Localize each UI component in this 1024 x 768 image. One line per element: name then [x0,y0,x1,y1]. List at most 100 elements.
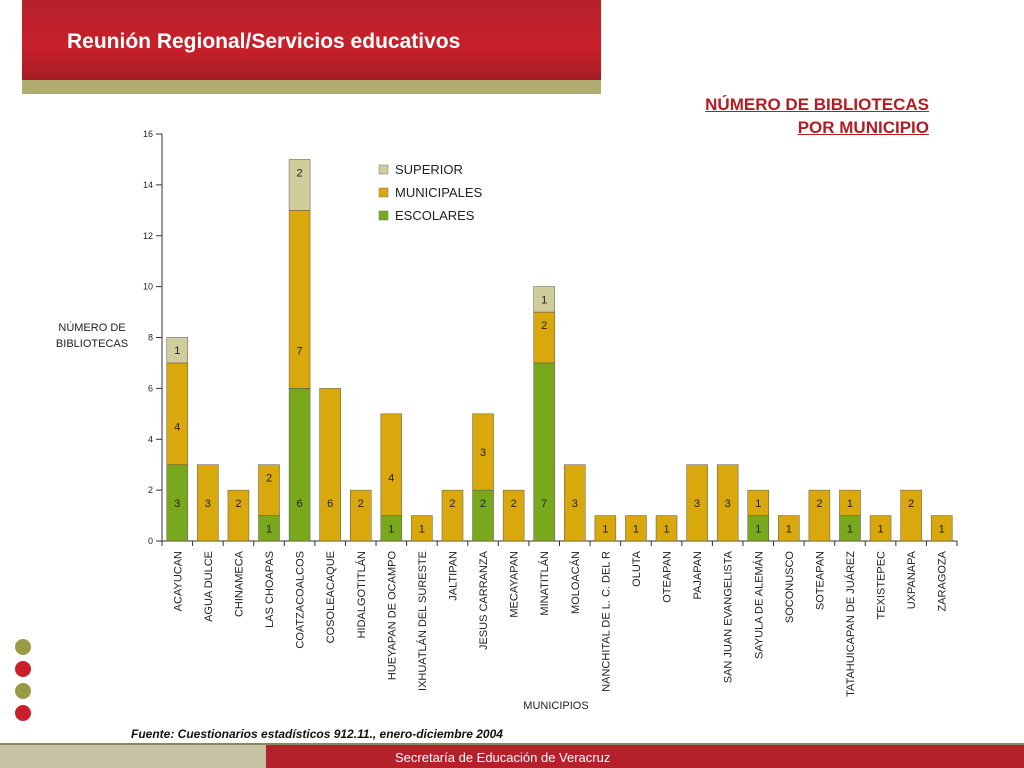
header-stripe [22,80,601,94]
data-label: 1 [419,523,425,535]
bar-segment [288,159,311,211]
legend-label: MUNICIPALES [395,185,482,200]
data-label: 2 [480,498,486,510]
category-label: SAYULA DE ALEMÁN [752,551,765,659]
decor-dot [15,639,31,655]
data-label: 1 [939,523,945,535]
category-label: SAN JUAN EVANGELISTA [723,550,735,683]
category-label: OTEAPAN [662,551,674,603]
y-tick-label: 12 [143,231,153,241]
data-label: 3 [205,498,211,510]
bar-segment [227,489,250,542]
legend-swatch [378,210,389,221]
category-label: JALTIPAN [447,551,459,601]
category-label: COSOLEACAQUE [325,551,337,643]
data-label: 4 [174,422,180,434]
data-label: 2 [511,498,517,510]
data-label: 1 [755,498,761,510]
bar-segment [533,362,555,542]
decor-dot [15,705,31,721]
legend-swatch [378,164,389,175]
bar-segment [900,489,922,542]
data-label: 2 [449,498,455,510]
chart-heading: NÚMERO DE BIBLIOTECAS POR MUNICIPIO [705,93,929,139]
bar-segment [288,388,311,542]
y-axis-title: NÚMERO DE [58,321,125,334]
bar-segment [869,515,892,542]
data-label: 3 [174,498,180,510]
category-label: AGUA DULCE [203,551,215,622]
decor-dot [15,683,31,699]
data-label: 1 [633,523,639,535]
bar-segment [502,489,525,542]
legend-label: SUPERIOR [395,162,463,177]
category-label: SOCONUSCO [784,551,796,624]
category-label: LAS CHOAPAS [264,551,276,628]
y-tick-label: 4 [148,434,153,444]
category-label: MECAYAPAN [509,551,521,618]
decor-dot [15,661,31,677]
bar-segment [533,286,555,313]
category-label: SOTEAPAN [814,551,826,610]
data-label: 2 [908,498,914,510]
slide-title: Reunión Regional/Servicios educativos [67,30,461,53]
data-label: 1 [266,523,272,535]
data-label: 1 [847,523,853,535]
bar-segment [564,464,586,542]
bar-segment [350,489,372,542]
data-label: 2 [541,320,547,332]
bar-segment [441,489,464,542]
data-label: 1 [602,523,608,535]
category-label: PAJAPAN [692,551,704,600]
bar-segment [716,464,739,542]
y-tick-label: 14 [143,180,153,190]
bar-segment [625,515,647,542]
bar-segment [166,362,189,465]
data-label: 2 [266,473,272,485]
bar-segment [166,337,189,364]
category-label: HUEYAPAN DE OCAMPO [386,551,398,681]
bar-segment [839,489,861,516]
legend-label: ESCOLARES [395,208,475,223]
data-label: 1 [786,523,792,535]
data-label: 3 [480,447,486,459]
category-label: TATAHUICAPAN DE JUÁREZ [844,551,857,697]
bar-segment [288,210,311,389]
bar-segment [258,464,280,516]
footer-text: Secretaría de Educación de Veracruz [395,750,611,765]
bar-segment [411,515,433,542]
footer-rule [0,743,1024,745]
category-label: NANCHITAL DE L. C. DEL R [600,551,612,692]
x-axis-title: MUNICIPIOS [523,700,588,712]
y-axis-title: BIBLIOTECAS [56,338,128,350]
bar-segment [197,464,219,542]
y-tick-label: 16 [143,129,153,139]
category-label: MOLOACÁN [569,551,582,614]
y-tick-label: 10 [143,282,153,292]
data-label: 7 [541,498,547,510]
category-label: COATZACOALCOS [295,551,307,649]
data-label: 1 [847,498,853,510]
bar-segment [778,515,800,542]
bar-segment [319,388,341,542]
data-label: 7 [297,345,303,357]
bar-segment [930,515,953,542]
data-label: 3 [725,498,731,510]
data-label: 1 [877,523,883,535]
category-label: OLUTA [631,550,643,587]
category-label: IXHUATLÁN DEL SURESTE [416,551,429,691]
data-label: 2 [358,498,364,510]
data-label: 6 [297,498,303,510]
category-label: TEXISTEPEC [876,551,888,620]
data-label: 1 [174,345,180,357]
category-label: JESUS CARRANZA [478,550,490,650]
data-label: 1 [755,523,761,535]
legend-swatch [378,187,389,198]
data-label: 2 [235,498,241,510]
y-tick-label: 0 [148,536,153,546]
category-label: CHINAMECA [233,550,245,617]
bar-segment [686,464,708,542]
data-label: 2 [816,498,822,510]
chart-heading-line-1: NÚMERO DE BIBLIOTECAS [705,95,929,114]
